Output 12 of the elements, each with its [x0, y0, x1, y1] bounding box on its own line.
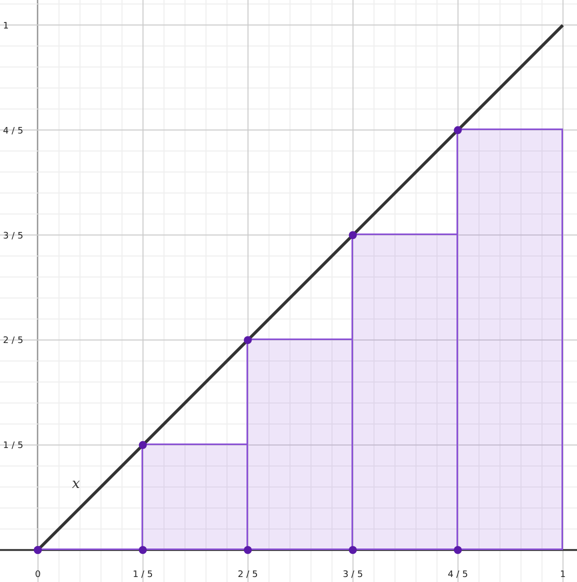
y-tick-label: 2 / 5 — [3, 336, 24, 346]
y-tick-label: 1 — [3, 21, 9, 32]
x-tick-label: 2 / 5 — [238, 570, 258, 580]
y-tick-label: 1 / 5 — [3, 441, 24, 452]
x-tick-label: 0 — [34, 570, 41, 580]
x-tick-label: 4 / 5 — [448, 570, 468, 580]
x-tick-label: 1 / 5 — [132, 570, 153, 580]
x-tick-label: 1 — [560, 570, 566, 580]
y-tick-label: 3 / 5 — [3, 231, 24, 242]
annotation: x — [72, 476, 80, 492]
y-tick-label: 4 / 5 — [3, 126, 24, 136]
x-tick-label: 3 / 5 — [342, 570, 363, 580]
